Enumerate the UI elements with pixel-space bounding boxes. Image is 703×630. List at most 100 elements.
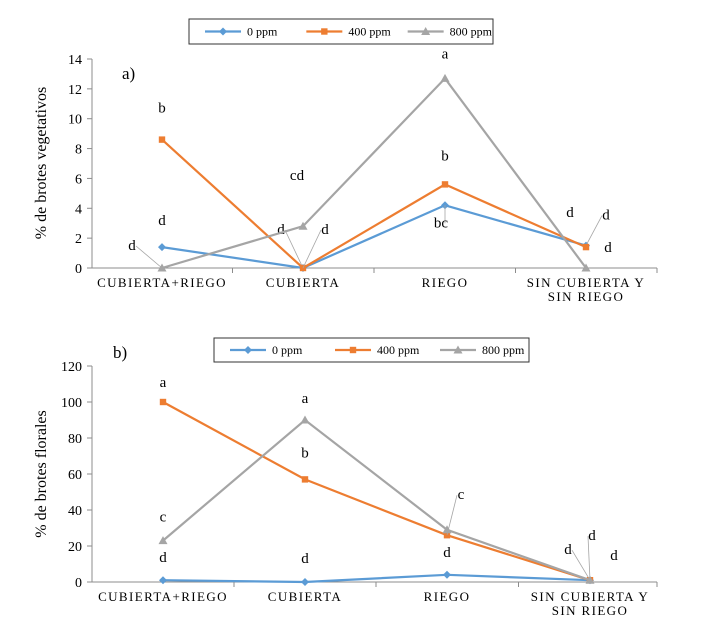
y-tick-label: 0 (75, 262, 82, 277)
significance-letter: d (566, 205, 574, 221)
chart-panel-a: 0 2 4 6 8 10 12 14 CUBIERTA+RIEGO CUBIERTA RIEGO SI… (33, 18, 658, 304)
significance-letter: d (159, 550, 167, 566)
data-point (440, 73, 450, 82)
y-tick-label: 60 (68, 468, 82, 483)
x-category-label: SIN CUBIERTA Y (527, 275, 645, 290)
chart-panel-b: 0 20 40 60 80 100 120 CUBIERTA+RIEGO CUBIERTA RIE… (33, 337, 658, 618)
significance-letter: d (277, 222, 285, 238)
x-category-label: RIEGO (424, 589, 471, 604)
series-line (162, 418, 591, 582)
data-point (442, 525, 452, 534)
y-axis-title: % de brotes vegetativos (33, 87, 50, 239)
legend-label: 0 ppm (247, 25, 278, 39)
y-tick-label: 0 (75, 576, 82, 591)
significance-letter: b (301, 445, 309, 461)
y-tick-label: 4 (75, 202, 82, 217)
legend-marker (421, 27, 431, 35)
significance-letter: bc (434, 215, 449, 231)
data-point (582, 243, 590, 251)
label-leader-line (571, 549, 591, 581)
series-line (161, 138, 587, 270)
y-tick-label: 20 (68, 540, 82, 555)
data-point (159, 398, 167, 406)
data-point (158, 136, 166, 143)
data-point (441, 181, 449, 188)
significance-letter: d (158, 213, 166, 229)
series-800-ppm: d cd a d (128, 46, 612, 272)
legend: 0 ppm 400 ppm 800 ppm (213, 337, 530, 363)
x-category-label: SIN RIEGO (552, 603, 629, 618)
significance-letter: cd (290, 168, 305, 184)
data-point (159, 576, 167, 585)
label-leader-line (135, 245, 163, 269)
x-category-label: RIEGO (422, 275, 469, 290)
data-point (298, 221, 308, 230)
significance-letter: a (442, 46, 449, 62)
significance-letter: d (602, 208, 610, 224)
significance-letter: d (604, 240, 612, 256)
label-leader-line (284, 229, 304, 269)
x-category-label: SIN CUBIERTA Y (531, 589, 649, 604)
y-tick-label: 100 (61, 396, 82, 411)
legend-label: 800 ppm (450, 25, 493, 39)
legend-box (213, 337, 530, 363)
data-point (581, 263, 591, 272)
significance-letter: d (301, 551, 309, 567)
x-category-label: SIN RIEGO (548, 289, 625, 304)
significance-letter: a (302, 391, 309, 407)
x-category-label: CUBIERTA+RIEGO (98, 589, 228, 604)
y-tick-label: 2 (75, 232, 82, 247)
x-category-label: CUBIERTA (266, 275, 340, 290)
legend-marker (219, 27, 227, 36)
significance-letter: d (443, 545, 451, 561)
significance-letter: d (588, 528, 596, 544)
significance-letter: d (321, 222, 329, 238)
data-point (443, 570, 451, 579)
y-tick-label: 6 (75, 172, 82, 187)
series-400-ppm: b d b d (158, 101, 590, 272)
y-tick-label: 12 (68, 83, 82, 98)
data-point (158, 243, 166, 252)
legend-label: 0 ppm (272, 343, 303, 357)
y-tick-label: 8 (75, 143, 82, 158)
y-tick-label: 80 (68, 432, 82, 447)
y-tick-label: 120 (61, 360, 82, 375)
panel-label: a) (122, 64, 135, 83)
series-800-ppm: c a d (158, 391, 596, 584)
series-0-ppm: dd bc d (158, 201, 610, 272)
y-tick-label: 10 (68, 113, 82, 128)
legend: 0 ppm 400 ppm 800 ppm (188, 18, 494, 45)
significance-letter: c (458, 487, 465, 503)
data-point (301, 578, 309, 586)
label-leader-line (302, 229, 322, 269)
data-point (300, 415, 310, 424)
significance-letter: d (128, 238, 136, 254)
significance-letter: b (441, 148, 449, 164)
x-category-label: CUBIERTA+RIEGO (97, 275, 227, 290)
significance-letter: a (160, 375, 167, 391)
label-leader-line (585, 215, 603, 246)
legend-marker (453, 345, 463, 354)
legend-marker (244, 346, 252, 354)
data-point (158, 536, 168, 545)
data-point (301, 476, 309, 483)
series-line (162, 401, 591, 582)
panel-label: b) (113, 343, 127, 362)
y-tick-label: 14 (68, 53, 82, 68)
significance-letter: d (564, 542, 572, 558)
legend-marker (349, 346, 357, 354)
legend-label: 400 ppm (377, 343, 420, 357)
series-line (161, 204, 587, 270)
x-category-label: CUBIERTA (268, 589, 342, 604)
significance-letter: d (610, 548, 618, 564)
legend-label: 400 ppm (348, 25, 391, 39)
y-tick-label: 40 (68, 504, 82, 519)
series-400-ppm: a b c d (159, 375, 594, 584)
series-line (162, 573, 591, 584)
y-axis-title: % de brotes florales (33, 410, 50, 538)
label-leader-line (587, 536, 591, 581)
significance-letter: c (160, 510, 167, 526)
legend-label: 800 ppm (482, 343, 525, 357)
series-line (161, 76, 587, 270)
